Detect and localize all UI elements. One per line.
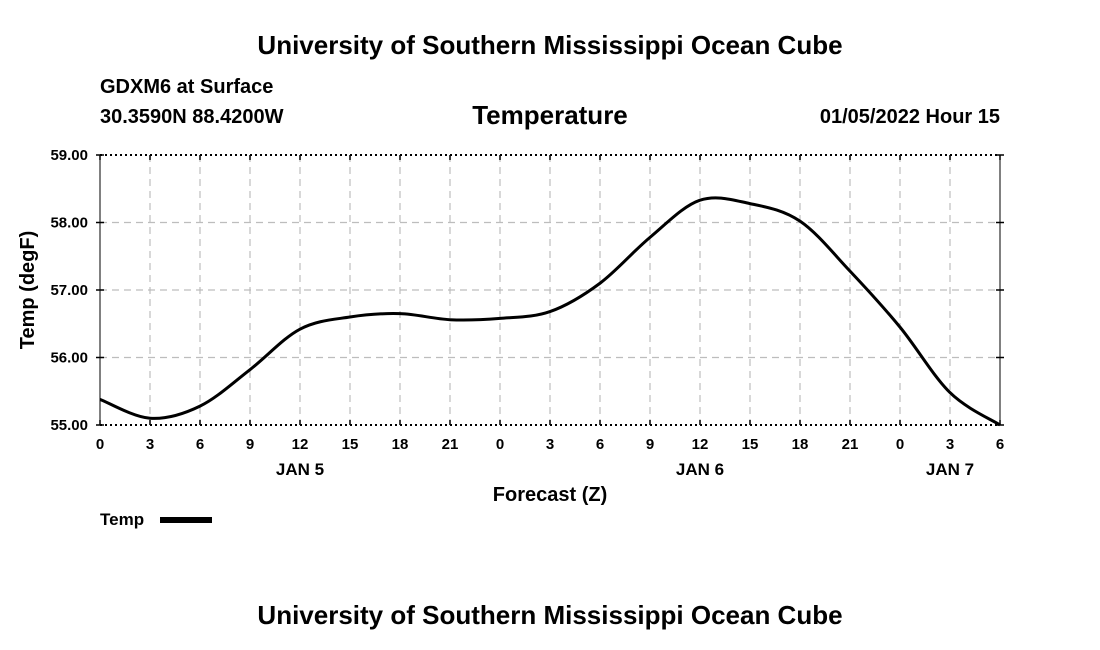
x-tick-label: 21 bbox=[842, 436, 859, 453]
x-tick-label: 0 bbox=[896, 436, 904, 453]
day-label: JAN 6 bbox=[676, 460, 724, 479]
x-tick-label: 3 bbox=[546, 436, 554, 453]
x-tick-label: 6 bbox=[196, 436, 204, 453]
x-tick-label: 9 bbox=[646, 436, 654, 453]
location-label: 30.3590N 88.4200W bbox=[100, 106, 284, 128]
x-tick-label: 18 bbox=[392, 436, 409, 453]
day-label: JAN 7 bbox=[926, 460, 974, 479]
x-tick-label: 6 bbox=[996, 436, 1004, 453]
x-tick-label: 0 bbox=[496, 436, 504, 453]
x-tick-label: 9 bbox=[246, 436, 254, 453]
x-tick-label: 21 bbox=[442, 436, 459, 453]
x-axis-title: Forecast (Z) bbox=[493, 484, 607, 506]
x-tick-label: 15 bbox=[342, 436, 359, 453]
x-tick-label: 3 bbox=[946, 436, 954, 453]
x-tick-label: 15 bbox=[742, 436, 759, 453]
station-label: GDXM6 at Surface bbox=[100, 76, 274, 98]
x-tick-label: 12 bbox=[692, 436, 709, 453]
legend-label: Temp bbox=[100, 510, 144, 529]
y-axis-title: Temp (degF) bbox=[17, 231, 39, 350]
x-tick-label: 3 bbox=[146, 436, 154, 453]
y-tick-label: 55.00 bbox=[50, 417, 88, 434]
chart-title: Temperature bbox=[472, 100, 628, 130]
y-tick-label: 57.00 bbox=[50, 282, 88, 299]
x-tick-label: 12 bbox=[292, 436, 309, 453]
datetime-label: 01/05/2022 Hour 15 bbox=[819, 106, 1000, 128]
y-tick-label: 56.00 bbox=[50, 350, 88, 367]
bottom-title: University of Southern Mississippi Ocean… bbox=[257, 600, 843, 630]
y-tick-label: 59.00 bbox=[50, 147, 88, 164]
x-tick-label: 0 bbox=[96, 436, 104, 453]
top-title: University of Southern Mississippi Ocean… bbox=[257, 30, 843, 60]
series-line-temp bbox=[99, 196, 1001, 427]
x-tick-label: 18 bbox=[792, 436, 809, 453]
x-tick-label: 6 bbox=[596, 436, 604, 453]
day-label: JAN 5 bbox=[276, 460, 324, 479]
y-tick-label: 58.00 bbox=[50, 215, 88, 232]
